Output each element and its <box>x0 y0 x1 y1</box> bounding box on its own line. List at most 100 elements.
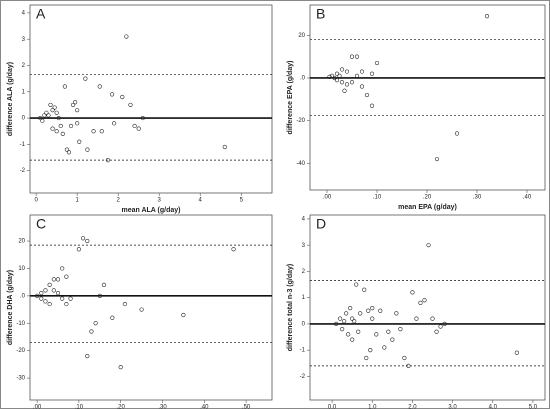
data-point <box>386 329 391 334</box>
data-point <box>329 73 335 78</box>
data-point <box>111 121 117 126</box>
data-point <box>364 92 370 98</box>
data-point <box>83 76 88 81</box>
data-point <box>68 296 73 301</box>
y-tick-label: 0 <box>302 321 306 327</box>
data-point <box>66 150 72 155</box>
data-point <box>42 113 47 118</box>
y-axis-title: difference DHA (g/day) <box>7 270 14 345</box>
data-point <box>382 345 387 350</box>
y-axis-title: difference EPA (g/day) <box>287 61 294 135</box>
y-tick-label: 0 <box>22 116 26 122</box>
data-point <box>394 311 399 316</box>
data-point <box>438 324 443 329</box>
data-point <box>356 329 361 334</box>
data-point <box>231 247 236 252</box>
x-tick-label: 4 <box>199 198 203 204</box>
x-tick-label: 3.0 <box>448 405 457 409</box>
data-point <box>398 327 403 332</box>
y-axis-title: difference total n-3 (g/day) <box>287 264 294 352</box>
y-tick-label: .0 <box>20 293 26 299</box>
y-tick-label: 1 <box>302 295 306 301</box>
data-point <box>410 290 415 295</box>
data-point <box>346 332 351 337</box>
data-point <box>334 71 340 76</box>
x-tick-label: .10 <box>75 405 84 409</box>
y-tick-label: -10 <box>16 321 25 327</box>
data-point <box>374 60 380 66</box>
data-point <box>454 131 460 136</box>
y-tick-label: 4 <box>302 217 306 223</box>
x-tick-label: 2.0 <box>408 405 417 409</box>
data-point <box>354 54 360 59</box>
x-tick-label: 1.0 <box>368 405 377 409</box>
x-tick-label: .20 <box>423 195 432 201</box>
x-tick-label: .50 <box>242 405 251 409</box>
data-point <box>58 123 63 129</box>
x-tick-label: 1 <box>75 198 79 204</box>
x-axis-title: mean ALA (g/day) <box>122 207 181 214</box>
y-tick-label: -2 <box>300 374 306 380</box>
data-point <box>362 287 367 292</box>
data-point <box>48 102 53 108</box>
y-tick-label: 20 <box>18 239 25 245</box>
data-point <box>358 311 363 316</box>
data-point <box>120 94 125 100</box>
data-point <box>339 80 345 85</box>
data-point <box>122 301 127 307</box>
data-point <box>56 115 61 121</box>
data-point <box>85 354 90 359</box>
x-tick-label: 5.0 <box>529 405 538 409</box>
data-point <box>52 105 57 110</box>
y-tick-label: -20 <box>16 348 25 354</box>
y-tick-label: 3 <box>302 243 306 249</box>
data-point <box>77 139 82 144</box>
data-point <box>80 236 86 241</box>
data-point <box>139 307 144 312</box>
data-point <box>390 337 395 342</box>
data-point <box>337 73 342 78</box>
data-point <box>44 110 49 115</box>
data-point <box>43 288 48 293</box>
x-tick-label: .40 <box>200 405 209 409</box>
data-point <box>60 131 65 136</box>
data-point <box>181 312 186 318</box>
data-point <box>350 337 355 342</box>
y-tick-label: 10 <box>18 266 25 272</box>
data-point <box>348 306 353 311</box>
data-point <box>35 293 40 298</box>
plot-area <box>309 214 546 401</box>
data-point <box>418 300 423 306</box>
y-tick-label: -1 <box>20 142 26 148</box>
data-point <box>140 115 145 121</box>
y-tick-label: 2 <box>302 269 306 275</box>
x-tick-label: .10 <box>373 195 382 201</box>
data-point <box>40 118 45 123</box>
data-point <box>128 102 133 108</box>
data-point <box>55 291 61 296</box>
data-point <box>366 308 371 313</box>
plot-area <box>29 214 273 401</box>
x-tick-label: 4.0 <box>489 405 498 409</box>
panel-label: B <box>316 6 325 22</box>
y-tick-label: -20 <box>296 118 305 124</box>
data-point <box>370 306 375 311</box>
y-tick-label: 3 <box>22 37 26 43</box>
data-point <box>89 329 94 334</box>
data-point <box>368 348 373 353</box>
data-point <box>426 243 431 248</box>
data-point <box>434 329 439 334</box>
data-point <box>374 332 379 337</box>
data-point <box>85 147 90 152</box>
data-point <box>64 301 69 307</box>
data-point <box>359 84 365 89</box>
data-point <box>442 321 447 327</box>
x-tick-label: 3 <box>158 198 162 204</box>
data-point <box>60 296 65 301</box>
x-tick-label: 0 <box>34 198 38 204</box>
y-tick-label: -1 <box>300 348 306 354</box>
data-point <box>514 350 519 355</box>
data-point <box>51 277 56 282</box>
